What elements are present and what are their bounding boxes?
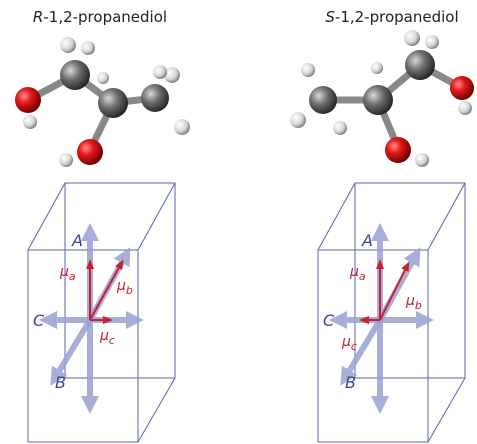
dipole-subscript: c <box>109 334 115 347</box>
dipole-subscript: b <box>126 284 133 297</box>
box-front <box>317 249 429 443</box>
dipole-symbol: μ <box>405 293 415 309</box>
axis-arrow <box>50 318 93 386</box>
dipole-arrow <box>89 259 124 321</box>
axis-label: C <box>323 311 335 330</box>
dipole-symbol: μ <box>341 334 351 350</box>
dipole-label: μc <box>341 334 357 353</box>
box-back <box>354 182 466 379</box>
title-prefix: S <box>325 8 335 26</box>
dipole-label: μa <box>349 264 366 283</box>
box-edge <box>317 182 356 251</box>
axis-label: B <box>345 373 356 392</box>
box-front <box>27 249 139 443</box>
dipole-symbol: μ <box>349 264 359 280</box>
panel-title: R-1,2-propanediol <box>33 8 167 26</box>
dipole-subscript: b <box>415 299 422 312</box>
dipole-subscript: c <box>351 340 357 353</box>
dipole-symbol: μ <box>116 278 126 294</box>
dipole-label: μc <box>99 328 115 347</box>
box-edge <box>427 182 466 251</box>
box-back <box>64 182 176 379</box>
axis-label: A <box>71 231 83 250</box>
axis-arrow <box>340 318 383 386</box>
dipole-label: μa <box>59 264 76 283</box>
box-edge <box>27 182 66 251</box>
dipole-symbol: μ <box>59 264 69 280</box>
dipole-subscript: a <box>69 270 76 283</box>
box-edge <box>427 377 466 443</box>
dipole-arrow <box>379 261 410 321</box>
title-prefix: R <box>33 8 43 26</box>
molecule-r <box>15 37 190 167</box>
axis-label: B <box>55 373 66 392</box>
axis-label: A <box>361 231 373 250</box>
dipole-symbol: μ <box>99 328 109 344</box>
dipole-label: μb <box>116 278 133 297</box>
box-edge <box>137 182 176 251</box>
panel-title: S-1,2-propanediol <box>325 8 458 26</box>
dipole-subscript: a <box>359 270 366 283</box>
axis-label: C <box>33 311 45 330</box>
title-rest: -1,2-propanediol <box>43 8 167 26</box>
dipole-label: μb <box>405 293 422 312</box>
box-edge <box>137 377 176 443</box>
molecule-s <box>290 30 474 167</box>
title-rest: -1,2-propanediol <box>335 8 459 26</box>
